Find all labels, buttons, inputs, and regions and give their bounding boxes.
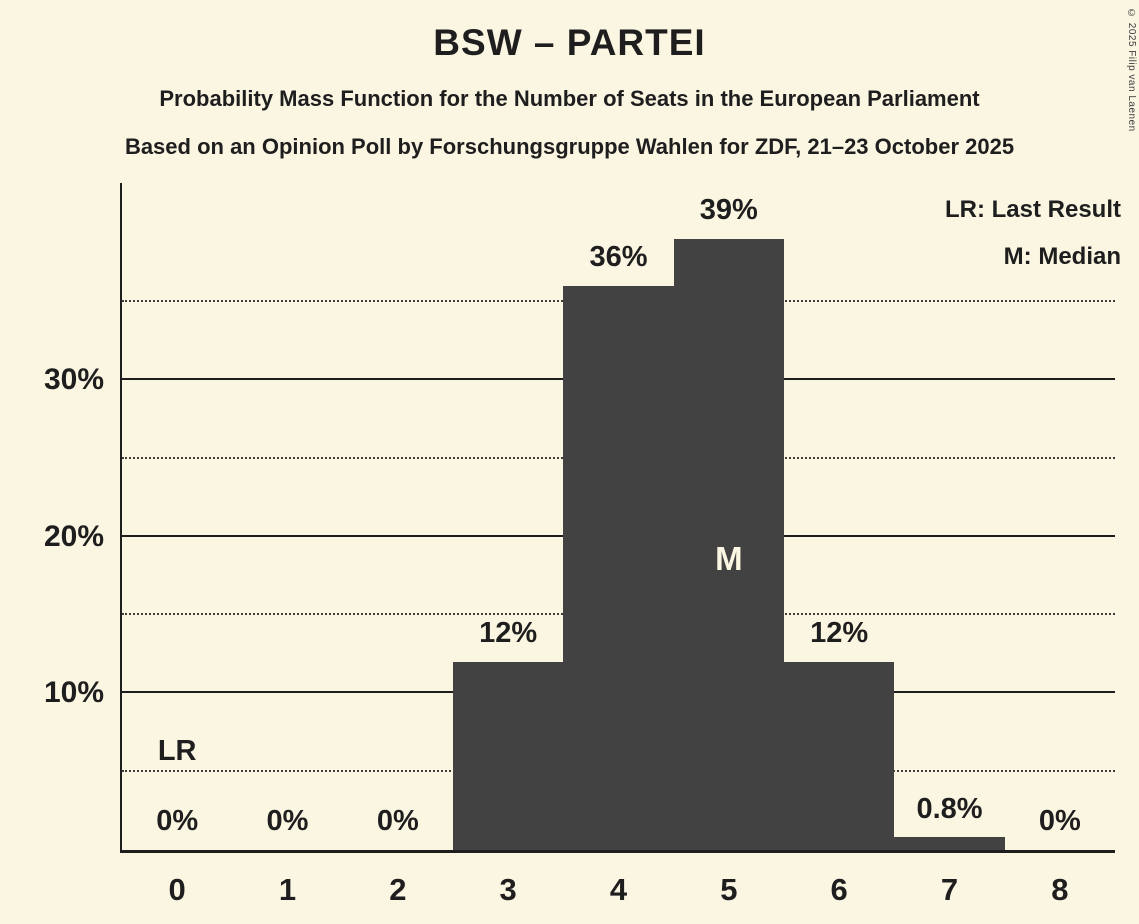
bar-value-label: 36% [589, 241, 648, 274]
x-tick-label: 2 [389, 872, 407, 907]
bar-value-label: 0% [156, 805, 199, 838]
bar-value-label: 0% [266, 805, 309, 838]
chart-legend: LR: Last Result M: Median [945, 186, 1121, 280]
x-tick-label: 3 [499, 872, 517, 907]
bar-value-label: 12% [479, 617, 538, 650]
x-tick-label: 5 [720, 872, 738, 907]
bar-seat-6 [784, 662, 895, 850]
chart-title: BSW – PARTEI [433, 22, 706, 63]
y-tick-label: 30% [43, 363, 104, 397]
copyright-notice: © 2025 Filip van Laenen [1126, 8, 1137, 132]
x-tick-label: 0 [168, 872, 186, 907]
bar-value-label: 39% [699, 194, 758, 227]
x-tick-label: 7 [940, 872, 959, 907]
bar-seat-5 [673, 239, 784, 850]
bar-value-label: 0% [376, 805, 419, 838]
y-tick-label: 10% [43, 676, 104, 710]
legend-median: M: Median [1003, 243, 1121, 270]
x-tick-label: 8 [1051, 872, 1069, 907]
median-marker: M [715, 540, 743, 578]
bar-seat-7 [894, 837, 1005, 850]
last-result-marker: LR [157, 734, 197, 767]
bar-value-label: 0.8% [916, 792, 983, 825]
x-tick-label: 4 [609, 872, 628, 907]
bar-seat-4 [563, 286, 674, 850]
chart-subtitle-2: Based on an Opinion Poll by Forschungsgr… [124, 134, 1015, 159]
bar-seat-3 [453, 662, 564, 850]
y-tick-label: 20% [43, 519, 104, 553]
chart-subtitle-1: Probability Mass Function for the Number… [159, 86, 980, 111]
x-tick-label: 6 [830, 872, 848, 907]
bar-value-label: 12% [810, 617, 869, 650]
legend-last-result: LR: Last Result [944, 196, 1121, 223]
x-tick-label: 1 [278, 872, 297, 907]
plot-area: 10% 20% 30% 0% 0 0% 1 0% 2 12% 3 36% 4 39% 5 12% 6 0.8% 7 0… [44, 183, 1115, 905]
bar-value-label: 0% [1038, 805, 1081, 838]
